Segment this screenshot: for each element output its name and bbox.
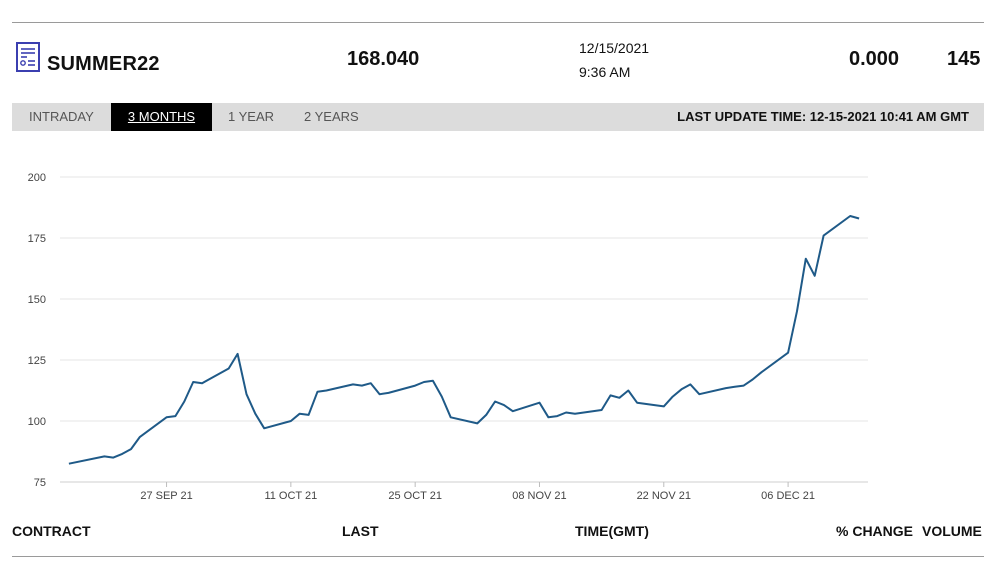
tab-3-months[interactable]: 3 MONTHS <box>111 103 212 131</box>
y-tick-label: 125 <box>28 355 46 367</box>
price-series-line <box>68 215 860 465</box>
percent-change: 0.000 <box>849 48 900 70</box>
column-header-contract: CONTRACT <box>12 523 91 539</box>
y-tick-label: 75 <box>34 477 46 489</box>
x-tick-label: 08 NOV 21 <box>512 490 566 502</box>
column-header-time: TIME(GMT) <box>575 523 649 539</box>
last-price: 168.040 <box>347 48 420 70</box>
document-chart-icon <box>16 42 40 72</box>
y-tick-label: 150 <box>28 294 46 306</box>
top-divider <box>12 22 984 23</box>
y-tick-label: 175 <box>28 233 46 245</box>
x-tick-label: 22 NOV 21 <box>637 490 691 502</box>
tab-intraday[interactable]: INTRADAY <box>29 109 94 124</box>
price-line-chart: 75 100 125 150 175 200 27 SEP 21 11 OCT 21 25 OC… <box>28 172 868 502</box>
x-tick-label: 06 DEC 21 <box>761 490 815 502</box>
x-tick-label: 11 OCT 21 <box>264 490 317 502</box>
quote-time: 9:36 AM <box>579 64 631 80</box>
range-tab-bar: INTRADAY 3 MONTHS 1 YEAR 2 YEARS LAST UP… <box>12 103 984 131</box>
contract-name: SUMMER22 <box>47 53 160 75</box>
column-header-volume: VOLUME <box>922 523 982 539</box>
column-header-last: LAST <box>342 523 379 539</box>
bottom-divider <box>12 556 984 557</box>
y-tick-label: 200 <box>28 172 46 184</box>
column-header-change: % CHANGE <box>836 523 914 539</box>
x-tick-label: 27 SEP 21 <box>140 490 192 502</box>
x-tick-label: 25 OCT 21 <box>388 490 442 502</box>
quote-date: 12/15/2021 <box>579 40 650 56</box>
tab-1-year[interactable]: 1 YEAR <box>228 109 275 124</box>
volume-value: 145 <box>947 48 981 70</box>
last-update-time: LAST UPDATE TIME: 12-15-2021 10:41 AM GM… <box>677 109 969 124</box>
y-tick-label: 100 <box>28 416 46 428</box>
tab-2-years[interactable]: 2 YEARS <box>304 109 359 124</box>
